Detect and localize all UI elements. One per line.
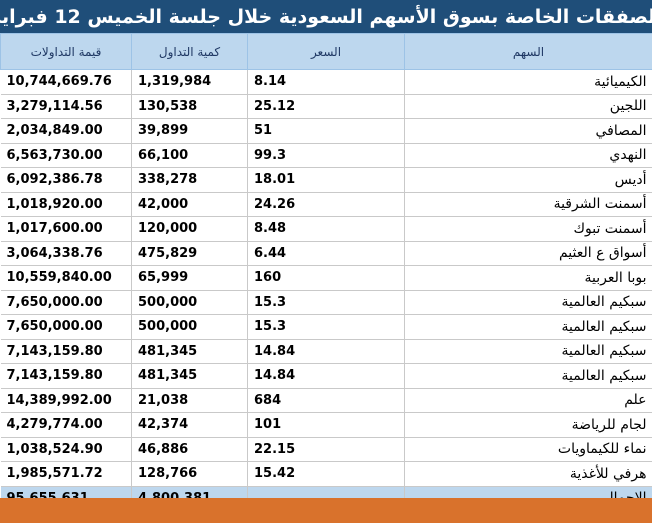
table-row: أسمنت تبوك 8.48 120,000 1,017,600.00 xyxy=(0,216,652,242)
cell-stock: بوبا العربية xyxy=(404,265,652,291)
cell-price: 160 xyxy=(247,265,405,291)
cell-quantity: 120,000 xyxy=(131,216,248,242)
cell-stock: أسواق ع العثيم xyxy=(404,241,652,266)
cell-stock: نماء للكيماويات xyxy=(404,437,652,462)
table-row: أديس 18.01 338,278 6,092,386.78 xyxy=(0,167,652,193)
table-row: نماء للكيماويات 22.15 46,886 1,038,524.90 xyxy=(0,437,652,462)
cell-stock: أسمنت تبوك xyxy=(404,216,652,242)
cell-price: 18.01 xyxy=(247,167,405,193)
header-stock: السهم xyxy=(404,33,652,70)
table-row: لجام للرياضة 101 42,374 4,279,774.00 xyxy=(0,412,652,438)
cell-value: 1,018,920.00 xyxy=(0,192,132,217)
trades-table: السهم السعر كمية التداول قيمة التداولات … xyxy=(0,33,652,510)
cell-stock: سبكيم العالمية xyxy=(404,339,652,364)
cell-value: 4,279,774.00 xyxy=(0,412,132,438)
table-row: سبكيم العالمية 15.3 500,000 7,650,000.00 xyxy=(0,290,652,315)
table-row: هرفي للأغذية 15.42 128,766 1,985,571.72 xyxy=(0,461,652,487)
cell-quantity: 42,000 xyxy=(131,192,248,217)
cell-value: 10,559,840.00 xyxy=(0,265,132,291)
cell-value: 7,143,159.80 xyxy=(0,363,132,389)
cell-value: 6,563,730.00 xyxy=(0,143,132,168)
cell-price: 15.3 xyxy=(247,290,405,315)
cell-quantity: 66,100 xyxy=(131,143,248,168)
cell-quantity: 481,345 xyxy=(131,339,248,364)
table-row: المصافي 51 39,899 2,034,849.00 xyxy=(0,118,652,144)
cell-price: 15.42 xyxy=(247,461,405,487)
table-row: سبكيم العالمية 14.84 481,345 7,143,159.80 xyxy=(0,363,652,389)
cell-stock: سبكيم العالمية xyxy=(404,363,652,389)
cell-price: 51 xyxy=(247,118,405,144)
cell-price: 8.14 xyxy=(247,69,405,95)
header-quantity: كمية التداول xyxy=(131,33,248,70)
cell-stock: علم xyxy=(404,388,652,413)
cell-value: 2,034,849.00 xyxy=(0,118,132,144)
cell-stock: المصافي xyxy=(404,118,652,144)
table-row: اللجين 25.12 130,538 3,279,114.56 xyxy=(0,94,652,119)
cell-quantity: 481,345 xyxy=(131,363,248,389)
cell-quantity: 21,038 xyxy=(131,388,248,413)
cell-price: 24.26 xyxy=(247,192,405,217)
cell-quantity: 1,319,984 xyxy=(131,69,248,95)
table-row: بوبا العربية 160 65,999 10,559,840.00 xyxy=(0,265,652,291)
cell-value: 10,744,669.76 xyxy=(0,69,132,95)
table-row: الكيميائية 8.14 1,319,984 10,744,669.76 xyxy=(0,69,652,95)
cell-stock: هرفي للأغذية xyxy=(404,461,652,487)
cell-price: 6.44 xyxy=(247,241,405,266)
table-row: علم 684 21,038 14,389,992.00 xyxy=(0,388,652,413)
cell-value: 1,038,524.90 xyxy=(0,437,132,462)
cell-price: 14.84 xyxy=(247,339,405,364)
cell-stock: الكيميائية xyxy=(404,69,652,95)
cell-quantity: 500,000 xyxy=(131,314,248,340)
table-row: أسمنت الشرقية 24.26 42,000 1,018,920.00 xyxy=(0,192,652,217)
cell-quantity: 42,374 xyxy=(131,412,248,438)
cell-value: 1,985,571.72 xyxy=(0,461,132,487)
table-row: سبكيم العالمية 14.84 481,345 7,143,159.80 xyxy=(0,339,652,364)
cell-price: 22.15 xyxy=(247,437,405,462)
cell-value: 1,017,600.00 xyxy=(0,216,132,242)
header-price: السعر xyxy=(247,33,405,70)
page-title: الصفقات الخاصة بسوق الأسهم السعودية خلال… xyxy=(0,0,652,33)
cell-quantity: 338,278 xyxy=(131,167,248,193)
cell-stock: النهدي xyxy=(404,143,652,168)
cell-price: 101 xyxy=(247,412,405,438)
cell-value: 3,064,338.76 xyxy=(0,241,132,266)
cell-value: 14,389,992.00 xyxy=(0,388,132,413)
cell-stock: اللجين xyxy=(404,94,652,119)
cell-stock: أسمنت الشرقية xyxy=(404,192,652,217)
table-row: سبكيم العالمية 15.3 500,000 7,650,000.00 xyxy=(0,314,652,340)
footer-bar xyxy=(0,498,652,523)
cell-stock: سبكيم العالمية xyxy=(404,314,652,340)
cell-price: 99.3 xyxy=(247,143,405,168)
cell-value: 7,143,159.80 xyxy=(0,339,132,364)
cell-value: 6,092,386.78 xyxy=(0,167,132,193)
cell-price: 14.84 xyxy=(247,363,405,389)
table-row: أسواق ع العثيم 6.44 475,829 3,064,338.76 xyxy=(0,241,652,266)
cell-stock: سبكيم العالمية xyxy=(404,290,652,315)
cell-stock: لجام للرياضة xyxy=(404,412,652,438)
header-value: قيمة التداولات xyxy=(0,33,132,70)
cell-value: 3,279,114.56 xyxy=(0,94,132,119)
cell-quantity: 475,829 xyxy=(131,241,248,266)
cell-value: 7,650,000.00 xyxy=(0,314,132,340)
cell-price: 15.3 xyxy=(247,314,405,340)
cell-quantity: 46,886 xyxy=(131,437,248,462)
table-row: النهدي 99.3 66,100 6,563,730.00 xyxy=(0,143,652,168)
cell-price: 25.12 xyxy=(247,94,405,119)
cell-quantity: 65,999 xyxy=(131,265,248,291)
cell-quantity: 128,766 xyxy=(131,461,248,487)
cell-quantity: 39,899 xyxy=(131,118,248,144)
cell-value: 7,650,000.00 xyxy=(0,290,132,315)
cell-price: 8.48 xyxy=(247,216,405,242)
cell-price: 684 xyxy=(247,388,405,413)
table-header-row: السهم السعر كمية التداول قيمة التداولات xyxy=(0,33,652,70)
cell-stock: أديس xyxy=(404,167,652,193)
cell-quantity: 500,000 xyxy=(131,290,248,315)
cell-quantity: 130,538 xyxy=(131,94,248,119)
